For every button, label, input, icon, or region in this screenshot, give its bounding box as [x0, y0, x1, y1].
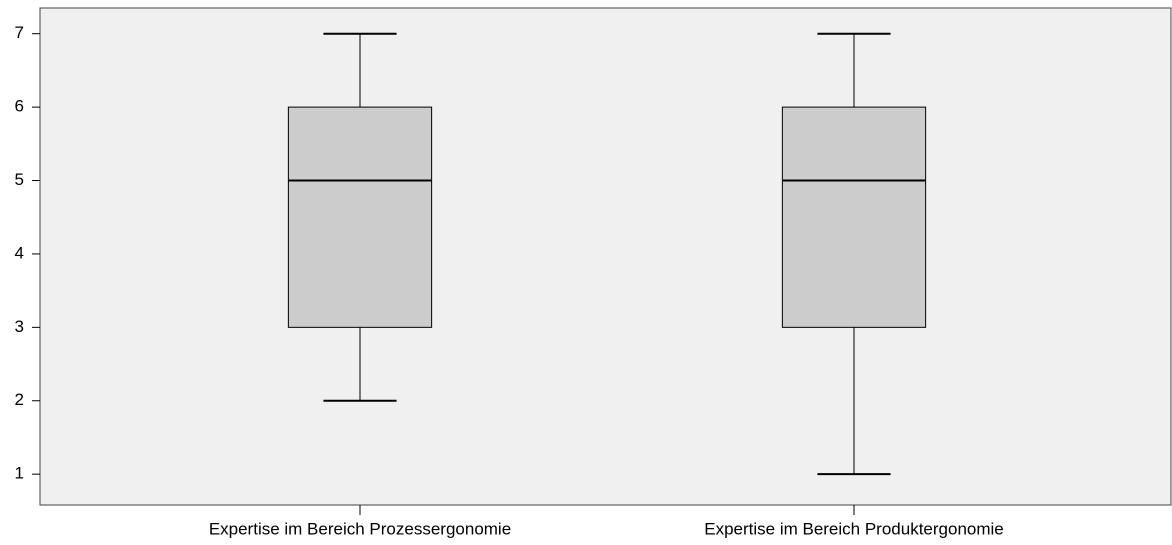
y-tick-label: 6: [15, 97, 24, 116]
y-tick-label: 2: [15, 390, 24, 409]
y-tick-label: 1: [15, 464, 24, 483]
x-tick-label: Expertise im Bereich Produktergonomie: [704, 519, 1004, 538]
y-tick-label: 5: [15, 170, 24, 189]
y-tick-label: 3: [15, 317, 24, 336]
box: [781, 106, 927, 328]
plot-area: [39, 7, 1172, 506]
box: [287, 106, 433, 328]
y-tick-label: 7: [15, 23, 24, 42]
y-tick-label: 4: [15, 243, 24, 262]
x-tick-label: Expertise im Bereich Prozessergonomie: [209, 519, 511, 538]
